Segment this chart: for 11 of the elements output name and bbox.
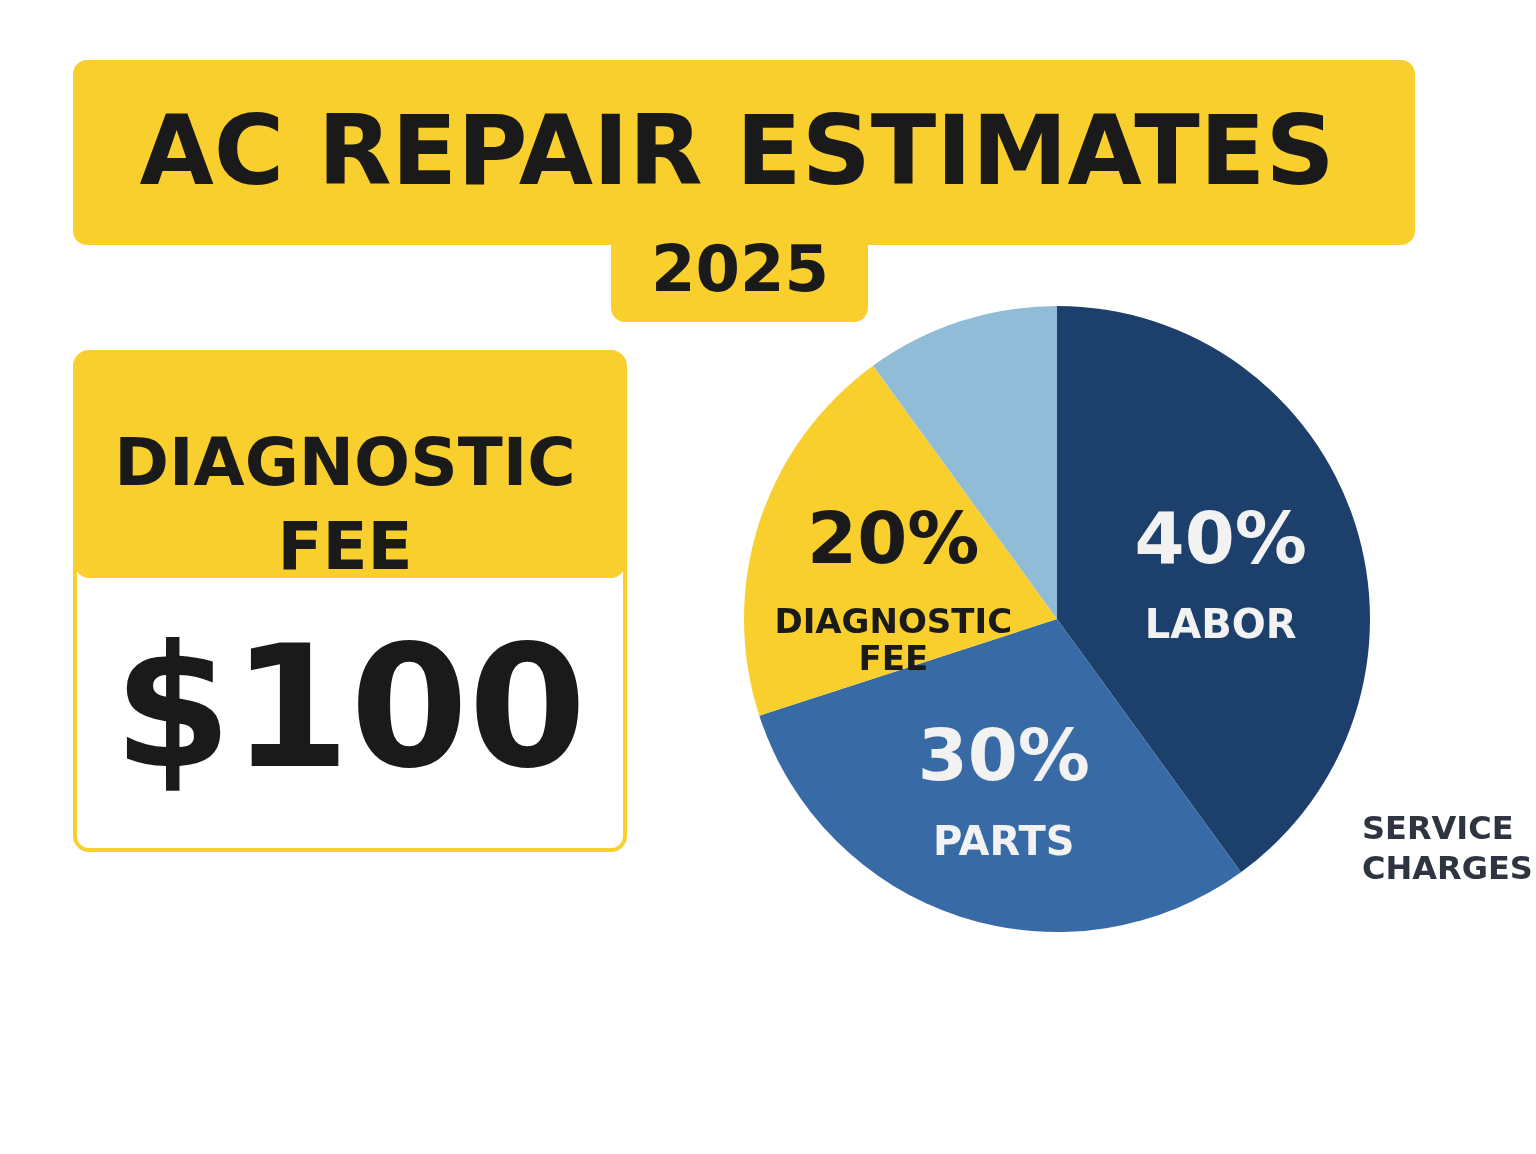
- slice-label: PARTS: [932, 817, 1075, 864]
- slice-label: DIAGNOSTIC FEE: [774, 600, 1013, 679]
- slice-label: LABOR: [1144, 600, 1297, 647]
- text: SERVICE CHARGES: [1362, 809, 1533, 887]
- data-label: 30%: [917, 712, 1090, 797]
- text: DIAGNOSTIC FEE: [114, 424, 576, 585]
- chart-subtitle: 2025: [650, 232, 830, 306]
- text: $100: [113, 608, 587, 806]
- data-label: 40%: [1134, 495, 1307, 580]
- chart-title: AC REPAIR ESTIMATES: [139, 95, 1335, 207]
- data-label: 20%: [807, 495, 980, 580]
